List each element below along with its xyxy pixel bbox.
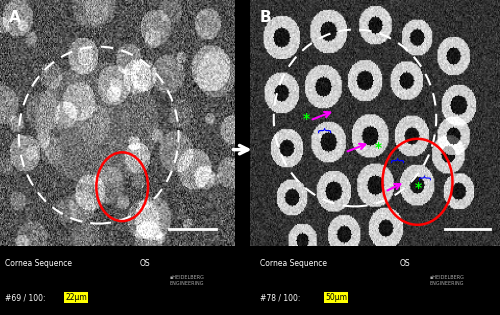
Text: *: * [302, 112, 310, 126]
Text: Cornea Sequence: Cornea Sequence [5, 259, 72, 267]
Text: OS: OS [140, 259, 150, 267]
Text: }: } [390, 154, 404, 163]
Text: 22μm: 22μm [65, 293, 87, 302]
Text: }: } [318, 124, 332, 133]
Text: }: } [418, 172, 430, 180]
Text: OS: OS [400, 259, 410, 267]
Text: *: * [375, 141, 382, 155]
Text: 50μm: 50μm [325, 293, 347, 302]
Text: #78 / 100:: #78 / 100: [260, 293, 300, 302]
Text: ▪HEIDELBERG
ENGINEERING: ▪HEIDELBERG ENGINEERING [430, 275, 465, 286]
Text: *: * [415, 180, 422, 195]
Text: #69 / 100:: #69 / 100: [5, 293, 46, 302]
Text: ▪HEIDELBERG
ENGINEERING: ▪HEIDELBERG ENGINEERING [170, 275, 205, 286]
Text: B: B [260, 10, 272, 25]
Text: Cornea Sequence: Cornea Sequence [260, 259, 327, 267]
Text: A: A [10, 10, 21, 25]
